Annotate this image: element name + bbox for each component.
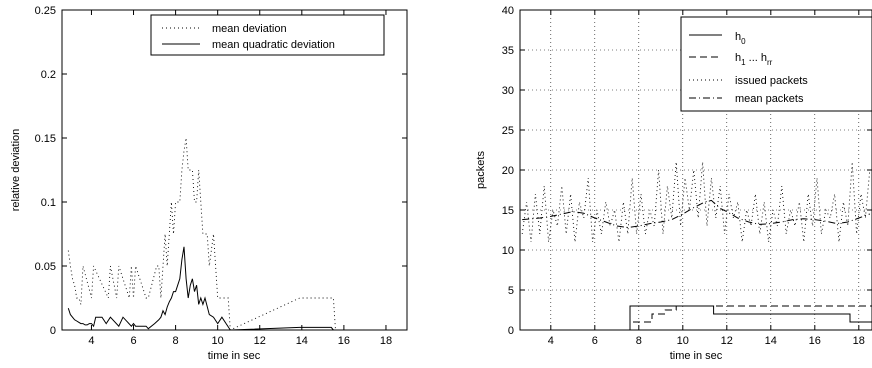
right-x-tick-label: 6 [592,335,598,347]
right-x-tick-label: 12 [721,335,733,347]
left-legend: mean deviation mean quadratic deviation [150,14,385,56]
left-y-tick-label: 0.05 [35,261,56,273]
right-y-tick-label: 0 [508,325,514,337]
left-legend-label-mean-quadratic-deviation: mean quadratic deviation [212,39,335,51]
right-y-axis-label: packets [475,151,487,189]
left-series-mean-quadratic-deviation [67,246,334,331]
left-y-tick-label: 0.25 [35,5,56,17]
right-x-tick-label: 14 [765,335,777,347]
hrr-subscript: rr [767,58,773,67]
right-series-mean-packets [522,199,870,229]
right-x-tick-label: 8 [636,335,642,347]
right-x-axis-label: time in sec [670,350,723,362]
h0-subscript: 0 [741,37,746,46]
left-y-tick-label: 0.1 [41,197,56,209]
left-x-tick-label: 18 [380,335,392,347]
left-y-tick-label: 0 [50,325,56,337]
left-legend-label-mean-deviation: mean deviation [212,23,287,35]
left-x-tick-label: 8 [173,335,179,347]
right-legend: h0 h1 ... hrr issued packets mean packet… [680,16,872,112]
right-series-h0 [520,305,872,331]
left-y-axis-label: relative deviation [10,129,22,212]
right-series [520,161,872,331]
left-legend-box [150,14,385,56]
h1-subscript: 1 [741,58,746,67]
right-x-tick-label: 16 [809,335,821,347]
right-y-tick-label: 20 [502,165,514,177]
left-ticks: 4 6 8 10 12 14 16 18 0 0.05 0.1 0.15 0.2 0.25 [35,5,407,347]
left-x-tick-label: 12 [254,335,266,347]
right-legend-box [680,16,872,112]
right-series-h1-hrr [520,305,872,331]
left-x-tick-label: 4 [88,335,94,347]
right-series-issued-packets [521,161,871,243]
left-chart: 4 6 8 10 12 14 16 18 0 0.05 0.1 0.15 0.2 0.25 time in… [10,5,408,362]
right-y-tick-label: 5 [508,285,514,297]
left-x-tick-label: 6 [130,335,136,347]
right-y-tick-label: 25 [502,125,514,137]
h0-main: h [735,31,741,43]
left-x-tick-label: 16 [338,335,350,347]
right-legend-label-mean-packets: mean packets [735,93,804,105]
left-y-tick-label: 0.15 [35,133,56,145]
right-x-tick-label: 4 [548,335,554,347]
right-y-tick-label: 15 [502,205,514,217]
left-series [67,137,336,331]
right-y-tick-label: 40 [502,5,514,17]
right-legend-label-issued-packets: issued packets [735,75,808,87]
right-y-tick-label: 10 [502,245,514,257]
right-y-tick-label: 35 [502,45,514,57]
h1-ellipsis: ... h [746,52,767,64]
right-x-tick-label: 18 [853,335,865,347]
right-x-tick-label: 10 [677,335,689,347]
left-x-tick-label: 14 [296,335,308,347]
right-legend-label-h1-hrr: h1 ... hrr [735,52,773,67]
h1-main: h [735,52,741,64]
left-y-tick-label: 0.2 [41,69,56,81]
left-x-tick-label: 10 [212,335,224,347]
right-legend-label-h0: h0 [735,31,746,46]
left-x-axis-label: time in sec [208,350,261,362]
right-y-tick-label: 30 [502,85,514,97]
